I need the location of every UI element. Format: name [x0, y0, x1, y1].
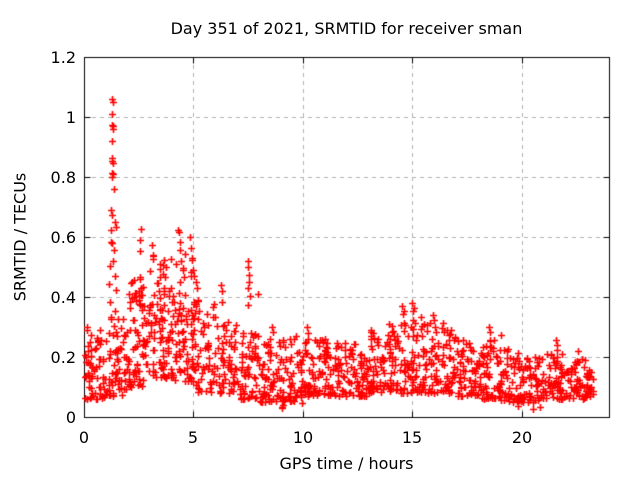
y-tick-label: 1 — [65, 108, 76, 127]
x-tick-label: 0 — [78, 428, 90, 447]
y-tick-label: 0 — [65, 408, 76, 427]
x-tick-label: 15 — [401, 428, 423, 447]
x-tick-label: 10 — [292, 428, 314, 447]
y-tick-label: 0.4 — [50, 288, 76, 307]
y-tick-label: 0.6 — [50, 228, 76, 247]
y-tick-label: 0.8 — [50, 168, 76, 187]
x-tick-label: 20 — [511, 428, 533, 447]
chart-title: Day 351 of 2021, SRMTID for receiver sma… — [170, 19, 523, 38]
y-tick-label: 0.2 — [50, 348, 76, 367]
y-tick-label: 1.2 — [50, 48, 76, 67]
x-axis-label: GPS time / hours — [279, 454, 414, 473]
x-tick-label: 5 — [187, 428, 199, 447]
